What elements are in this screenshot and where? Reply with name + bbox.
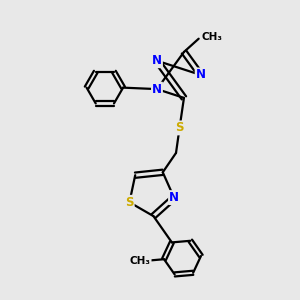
- Text: N: N: [152, 82, 162, 96]
- Text: N: N: [169, 191, 179, 204]
- Text: N: N: [196, 68, 206, 81]
- Text: S: S: [125, 196, 134, 209]
- Text: S: S: [175, 122, 184, 134]
- Text: CH₃: CH₃: [201, 32, 222, 42]
- Text: N: N: [152, 54, 162, 67]
- Text: CH₃: CH₃: [130, 256, 151, 266]
